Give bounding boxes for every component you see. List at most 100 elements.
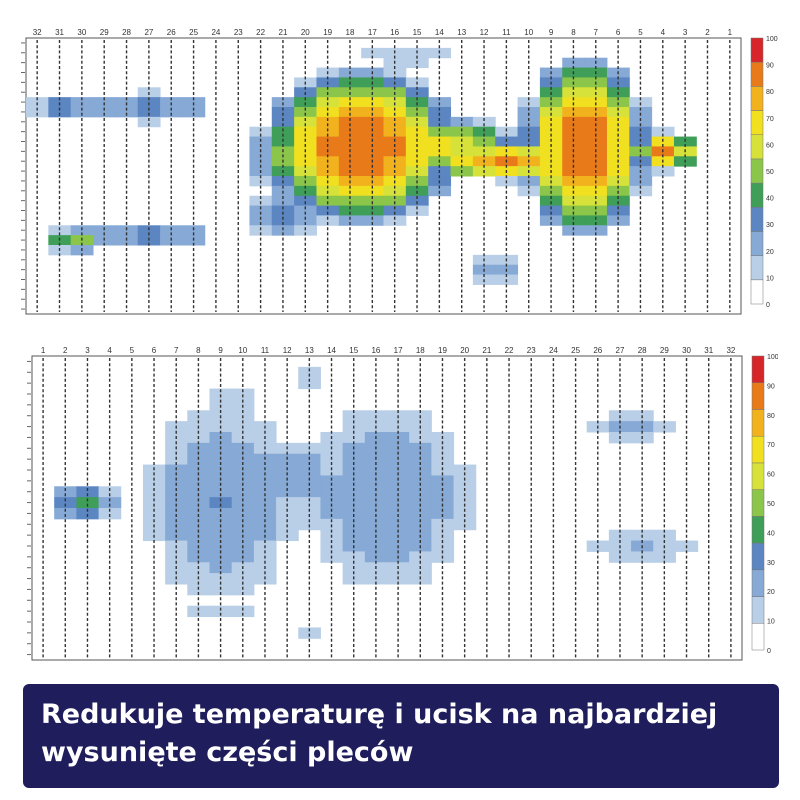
column-label: 5 [638, 28, 643, 37]
heat-cell [431, 508, 455, 520]
heat-cell [338, 205, 362, 216]
heat-cell [606, 97, 630, 108]
heat-cell [472, 116, 496, 128]
heat-cell [320, 497, 344, 509]
heat-cell [387, 508, 410, 520]
column-label: 10 [238, 346, 247, 355]
heat-cell [276, 464, 299, 476]
heat-cell [182, 225, 206, 236]
heat-cell [361, 195, 384, 207]
pressure-map-bottom: 1 2 3 4 5 6 7 8 9 10 11 12 13 14 15 16 17 18 19 20 21 22 23 24 2… [18, 342, 778, 666]
heat-cell [115, 97, 139, 108]
heat-cell [450, 116, 474, 128]
legend-swatch [751, 542, 765, 571]
legend-tick-label: 50 [767, 501, 775, 508]
heat-cell [338, 215, 362, 226]
heat-cell [383, 205, 407, 216]
column-label: 5 [130, 346, 135, 355]
heat-cell [428, 107, 452, 118]
heat-cell [383, 97, 407, 108]
column-label: 13 [305, 346, 314, 355]
heat-cell [428, 116, 452, 128]
heat-cell [98, 508, 122, 520]
heat-cell [405, 195, 429, 207]
column-label: 6 [152, 346, 157, 355]
column-label: 32 [33, 28, 42, 37]
column-label: 27 [616, 346, 625, 355]
column-label: 29 [660, 346, 669, 355]
column-label: 32 [726, 346, 735, 355]
heat-cell [231, 508, 255, 520]
heat-cell [165, 497, 188, 509]
heat-cell [383, 126, 407, 138]
legend-swatch [751, 435, 765, 464]
heat-cell [338, 195, 362, 207]
heat-cell [93, 97, 116, 108]
column-label: 6 [616, 28, 621, 37]
heat-cell [584, 107, 608, 118]
heat-cell [606, 205, 630, 216]
column-label: 15 [413, 28, 422, 37]
column-label: 7 [174, 346, 179, 355]
column-label: 14 [435, 28, 444, 37]
heat-cell [606, 126, 630, 138]
heat-cell [405, 97, 429, 108]
heat-cell [294, 107, 317, 118]
heat-cell [562, 225, 586, 236]
heat-cell [249, 215, 273, 226]
legend-tick-label: 20 [766, 249, 774, 256]
heat-cell [48, 97, 72, 108]
column-label: 14 [327, 346, 336, 355]
legend-swatch [751, 596, 765, 624]
heat-cell [76, 497, 100, 509]
heat-cell [606, 195, 630, 207]
heat-cell [249, 225, 273, 236]
heat-cell [342, 508, 366, 520]
heat-cell [629, 126, 653, 138]
heat-cell [562, 205, 586, 216]
heat-cell [294, 205, 317, 216]
column-label: 12 [283, 346, 292, 355]
heat-cell [298, 377, 321, 390]
caption-line-2: wysunięte części pleców [41, 737, 414, 768]
heat-cell [338, 107, 362, 118]
column-label: 26 [593, 346, 602, 355]
heat-cell [54, 497, 77, 509]
heat-cell [338, 116, 362, 128]
heat-cell [231, 605, 255, 618]
column-label: 28 [122, 28, 131, 37]
column-label: 23 [234, 28, 243, 37]
legend-tick-label: 90 [766, 63, 774, 70]
heat-cell [342, 497, 366, 509]
heat-cell [93, 107, 116, 118]
column-label: 8 [571, 28, 576, 37]
column-label: 1 [41, 346, 46, 355]
column-label: 4 [107, 346, 112, 355]
legend-swatch [751, 462, 765, 490]
heat-cell [187, 508, 210, 520]
heat-cell [298, 497, 321, 509]
heat-cell [342, 486, 366, 498]
heat-cell [364, 486, 388, 498]
heat-cell [431, 464, 455, 476]
column-label: 12 [480, 28, 489, 37]
column-label: 4 [661, 28, 666, 37]
heat-cell [271, 126, 295, 138]
heat-cell [517, 126, 541, 138]
heat-cell [115, 107, 139, 118]
heat-cell [271, 205, 295, 216]
heat-cell [231, 388, 255, 400]
heat-cell [316, 215, 340, 226]
heat-cell [539, 116, 563, 128]
heat-cell [276, 508, 299, 520]
legend-swatch [751, 489, 765, 517]
heat-cell [253, 475, 277, 487]
legend-tick-label: 10 [767, 619, 775, 626]
heat-cell [187, 475, 210, 487]
heat-cell [48, 107, 72, 118]
heat-cell [209, 508, 233, 520]
heat-cell [431, 497, 455, 509]
heat-cell [294, 116, 317, 128]
heat-cell [298, 475, 321, 487]
heat-cell [54, 486, 77, 498]
